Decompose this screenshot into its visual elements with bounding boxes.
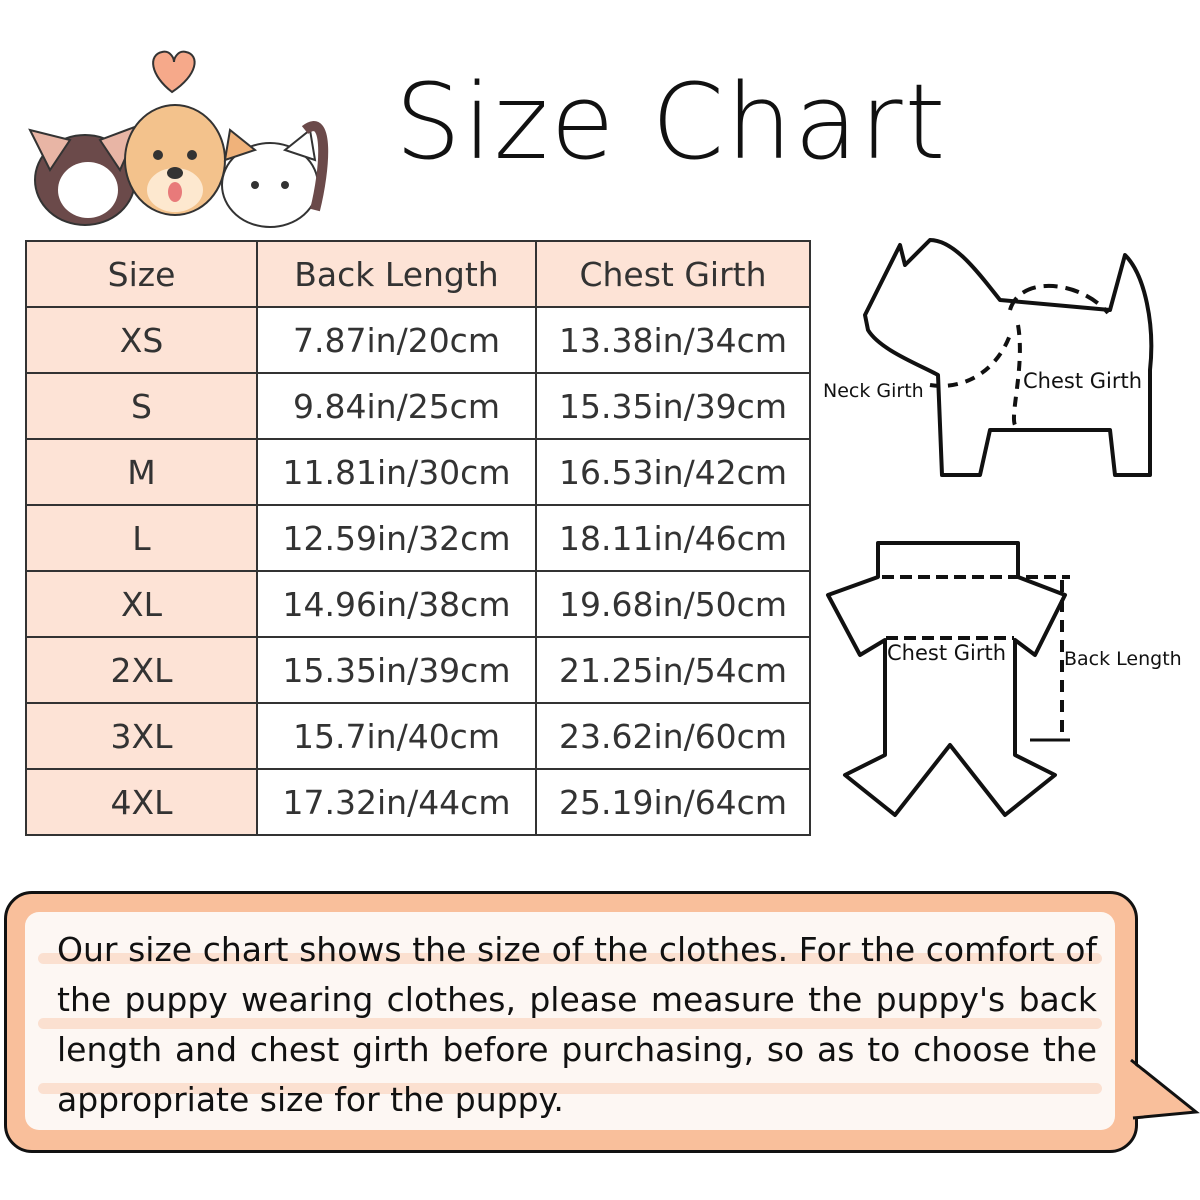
size-table: Size Back Length Chest Girth XS 7.87in/20… (25, 240, 811, 836)
table-row: XL 14.96in/38cm 19.68in/50cm (25, 570, 811, 638)
table-header-row: Size Back Length Chest Girth (25, 240, 811, 308)
garment-chest-girth-label: Chest Girth (887, 641, 1007, 665)
cell-size: 4XL (25, 768, 258, 836)
table-row: 4XL 17.32in/44cm 25.19in/64cm (25, 768, 811, 836)
table-row: XS 7.87in/20cm 13.38in/34cm (25, 306, 811, 374)
golden-dog-icon (124, 104, 226, 216)
cell-back-length: 12.59in/32cm (256, 504, 537, 572)
cell-back-length: 14.96in/38cm (256, 570, 537, 638)
cell-chest-girth: 21.25in/54cm (535, 636, 811, 704)
cell-chest-girth: 15.35in/39cm (535, 372, 811, 440)
size-note: Our size chart shows the size of the clo… (57, 930, 1097, 1119)
cell-size: XS (25, 306, 258, 374)
table-row: M 11.81in/30cm 16.53in/42cm (25, 438, 811, 506)
table-row: S 9.84in/25cm 15.35in/39cm (25, 372, 811, 440)
cell-size: XL (25, 570, 258, 638)
garment-measurement-diagram (826, 541, 1070, 817)
cell-chest-girth: 13.38in/34cm (535, 306, 811, 374)
header-size: Size (25, 240, 258, 308)
table-row: 3XL 15.7in/40cm 23.62in/60cm (25, 702, 811, 770)
cell-back-length: 17.32in/44cm (256, 768, 537, 836)
chest-girth-label: Chest Girth (1023, 369, 1143, 393)
cell-size: S (25, 372, 258, 440)
cell-size: 3XL (25, 702, 258, 770)
cell-back-length: 11.81in/30cm (256, 438, 537, 506)
page-title: Size Chart (395, 61, 948, 183)
cell-chest-girth: 19.68in/50cm (535, 570, 811, 638)
table-row: L 12.59in/32cm 18.11in/46cm (25, 504, 811, 572)
header-back-length: Back Length (256, 240, 537, 308)
pets-illustration (28, 50, 329, 228)
cell-size: M (25, 438, 258, 506)
table-row: 2XL 15.35in/39cm 21.25in/54cm (25, 636, 811, 704)
cat-icon (221, 121, 329, 228)
back-length-label: Back Length (1064, 648, 1182, 670)
bulldog-icon (28, 123, 142, 226)
cell-back-length: 9.84in/25cm (256, 372, 537, 440)
cell-chest-girth: 25.19in/64cm (535, 768, 811, 836)
cell-chest-girth: 16.53in/42cm (535, 438, 811, 506)
neck-girth-label: Neck Girth (823, 380, 924, 402)
cell-back-length: 7.87in/20cm (256, 306, 537, 374)
cell-size: 2XL (25, 636, 258, 704)
cell-chest-girth: 23.62in/60cm (535, 702, 811, 770)
header-chest-girth: Chest Girth (535, 240, 811, 308)
dog-measurement-diagram (863, 238, 1154, 477)
cell-back-length: 15.7in/40cm (256, 702, 537, 770)
heart-icon (152, 50, 196, 94)
cell-chest-girth: 18.11in/46cm (535, 504, 811, 572)
cell-size: L (25, 504, 258, 572)
speech-bubble-tail (1128, 1058, 1200, 1120)
cell-back-length: 15.35in/39cm (256, 636, 537, 704)
